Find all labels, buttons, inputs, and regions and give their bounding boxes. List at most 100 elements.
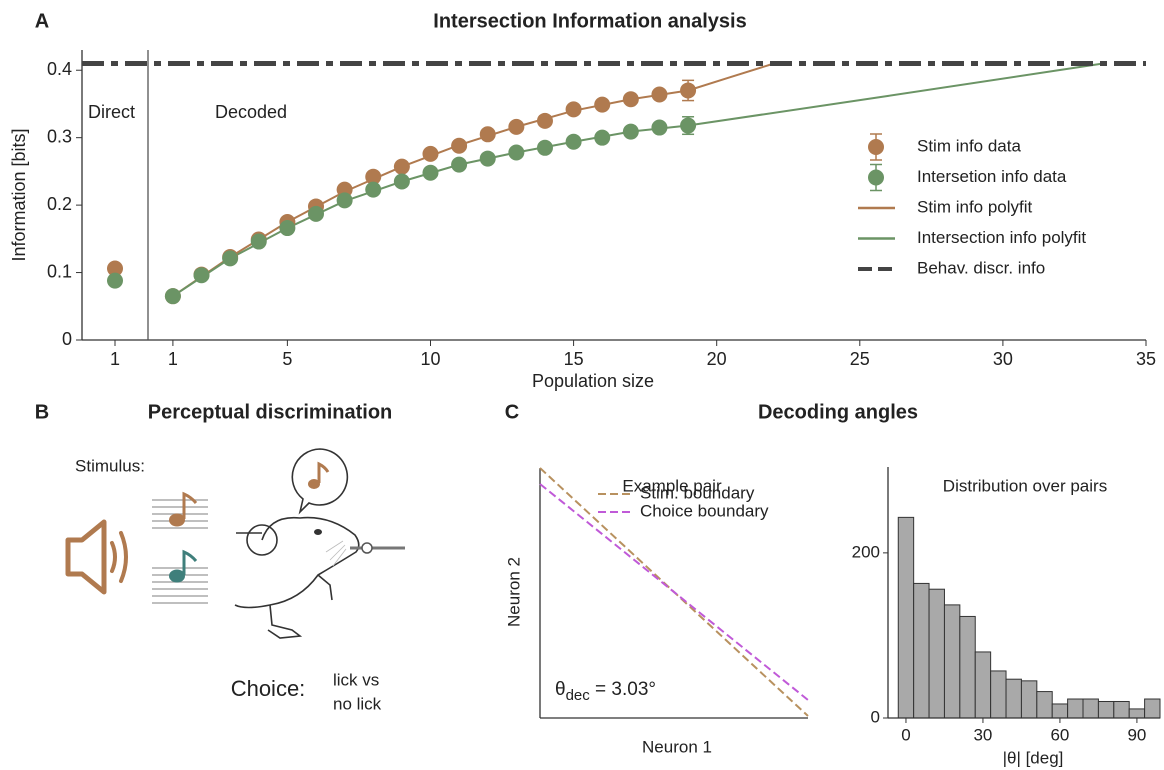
data-point [479, 150, 496, 167]
panel-label: A [35, 10, 49, 32]
data-point [365, 181, 382, 198]
data-point [479, 126, 496, 143]
legend-marker [868, 169, 884, 186]
chart-title: Distribution over pairs [943, 476, 1107, 495]
y-tick-label: 0.1 [47, 261, 72, 281]
legend-label: Stim. boundary [640, 483, 755, 502]
x-axis-label: Population size [532, 371, 654, 391]
x-tick-label: 35 [1136, 349, 1156, 369]
legend-label: Choice boundary [640, 501, 769, 520]
x-tick-label: 90 [1127, 725, 1146, 744]
data-point [336, 192, 353, 209]
panel-title: Decoding angles [758, 401, 918, 423]
data-point [594, 96, 611, 113]
histogram-bar [913, 582, 930, 719]
chart-title: Example pair [622, 476, 722, 495]
data-point [508, 118, 525, 135]
data-point [680, 82, 697, 99]
y-tick-label: 0.4 [47, 59, 72, 79]
histogram-bar [1144, 698, 1161, 719]
x-tick-label: 20 [707, 349, 727, 369]
legend-label: Intersetion info data [917, 167, 1067, 186]
data-point [594, 129, 611, 146]
legend-label: Stim info polyfit [917, 197, 1033, 216]
data-point [680, 117, 697, 134]
choice-option: lick vs [333, 670, 379, 689]
data-point [393, 158, 410, 175]
histogram-bar [1005, 678, 1022, 719]
annotation-symbol: θ [555, 679, 566, 700]
panel-title: Perceptual discrimination [148, 401, 393, 423]
data-point [422, 164, 439, 181]
histogram-bar [1097, 700, 1115, 719]
histogram-bar [897, 516, 915, 719]
histogram-bar [928, 588, 945, 719]
y-tick-label: 0.3 [47, 126, 72, 146]
data-point [651, 86, 668, 103]
stimulus-label: Stimulus: [75, 456, 145, 475]
section-label: Direct [88, 102, 135, 122]
legend-label: Intersection info polyfit [917, 228, 1086, 247]
y-tick-label: 0 [871, 707, 880, 726]
y-axis-label: Information [bits] [9, 128, 29, 261]
x-tick-label: 0 [901, 725, 910, 744]
choice-label: Choice: [231, 676, 306, 701]
annotation: θdec = 3.03° [555, 679, 656, 704]
histogram-bar [974, 651, 992, 719]
data-point [451, 137, 468, 154]
boundary-line [539, 483, 809, 701]
x-tick-label: 30 [993, 349, 1013, 369]
data-point [365, 168, 382, 185]
histogram-bar [1020, 680, 1038, 719]
histogram-bar [1082, 698, 1099, 719]
x-tick-label: 30 [973, 725, 992, 744]
x-axis-label: |θ| [deg] [1003, 748, 1064, 767]
data-point [222, 250, 239, 267]
y-tick-label: 0.2 [47, 194, 72, 214]
x-axis-label: Neuron 1 [642, 737, 712, 756]
histogram-bar [1067, 698, 1084, 719]
x-tick-label: 60 [1050, 725, 1069, 744]
legend-marker [868, 139, 884, 155]
histogram-bar [1036, 691, 1053, 719]
data-point [250, 233, 267, 250]
data-point [279, 220, 296, 237]
histogram-bar [1113, 700, 1130, 719]
choice-option: no lick [333, 694, 382, 713]
legend-label: Stim info data [917, 136, 1021, 155]
data-point [107, 260, 123, 277]
x-tick-label: 15 [564, 349, 584, 369]
y-axis-label: Neuron 2 [504, 557, 523, 627]
histogram-bar [1128, 708, 1146, 719]
illustration [65, 448, 405, 639]
data-point [536, 139, 553, 156]
fit-line [172, 62, 775, 297]
x-tick-label: 1 [110, 349, 120, 369]
annotation-subscript: dec [566, 687, 591, 704]
data-point [622, 123, 639, 140]
y-tick-label: 200 [852, 542, 880, 561]
x-tick-label: 5 [282, 349, 292, 369]
data-point [651, 119, 668, 136]
data-point [193, 267, 210, 284]
x-tick-label: 10 [420, 349, 440, 369]
data-point [164, 288, 181, 305]
data-point [451, 156, 468, 173]
y-tick-label: 0 [62, 329, 72, 349]
histogram-bar [943, 604, 961, 719]
data-point [422, 145, 439, 162]
section-label: Decoded [215, 102, 287, 122]
panel-label: C [505, 401, 519, 423]
data-point [508, 144, 525, 161]
data-point [622, 91, 639, 108]
chart-title: Intersection Information analysis [433, 10, 746, 32]
panel-label: B [35, 401, 49, 423]
legend-label: Behav. discr. info [917, 258, 1045, 277]
annotation-text: = 3.03° [590, 679, 656, 700]
histogram-bar [1051, 703, 1069, 719]
data-point [393, 173, 410, 190]
data-point [565, 133, 582, 150]
data-point [107, 272, 123, 289]
x-tick-label: 1 [168, 349, 178, 369]
